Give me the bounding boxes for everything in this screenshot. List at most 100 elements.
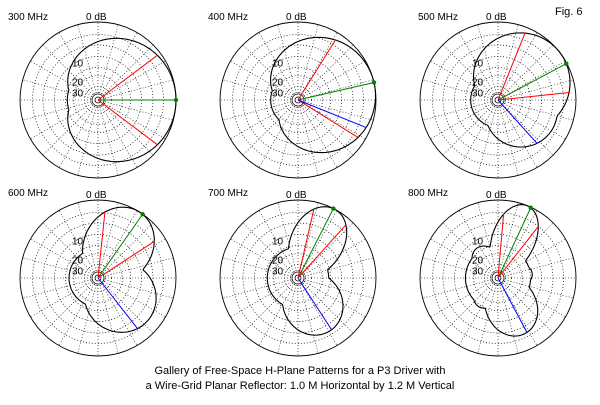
max-gain-dot xyxy=(331,206,336,211)
ring-label: 10 xyxy=(72,58,84,69)
ring-label: 0 dB xyxy=(286,12,307,23)
grid-spoke xyxy=(222,101,292,121)
grid-spoke xyxy=(501,210,538,273)
grid-spoke xyxy=(222,279,292,299)
grid-ring xyxy=(19,199,177,357)
ring-label: 20 xyxy=(272,256,284,267)
center-ring xyxy=(294,96,302,104)
half-power-line xyxy=(297,209,315,279)
grid-ring xyxy=(265,245,331,311)
grid-ring xyxy=(442,44,554,156)
reference-line xyxy=(97,277,138,329)
ring-label: 0 dB xyxy=(486,190,507,201)
plot-title: 500 MHz xyxy=(418,12,458,23)
grid-ring xyxy=(465,67,531,133)
max-gain-dot xyxy=(564,61,569,66)
ring-label: 30 xyxy=(472,266,484,277)
half-power-line xyxy=(97,54,158,101)
grid-spoke xyxy=(22,101,92,121)
grid-spoke xyxy=(301,32,338,95)
plot-title: 600 MHz xyxy=(8,188,48,199)
grid-spoke xyxy=(304,279,374,299)
grid-spoke xyxy=(104,279,174,299)
ring-label: 0 dB xyxy=(86,12,107,23)
grid-ring xyxy=(65,245,131,311)
grid-spoke xyxy=(58,283,95,346)
ring-label: 20 xyxy=(72,256,84,267)
grid-spoke xyxy=(103,103,166,140)
grid-spoke xyxy=(301,283,338,346)
pattern-curve xyxy=(266,206,348,336)
caption-line-2: a Wire-Grid Planar Reflector: 1.0 M Hori… xyxy=(145,380,455,392)
ring-label: 20 xyxy=(472,256,484,267)
grid-spoke xyxy=(258,105,295,168)
grid-spoke xyxy=(503,281,566,318)
grid-ring xyxy=(432,212,564,344)
grid-spoke xyxy=(430,103,493,140)
grid-spoke xyxy=(30,281,93,318)
ring-label: 10 xyxy=(72,236,84,247)
grid-ring xyxy=(273,75,323,125)
grid-ring xyxy=(73,253,123,303)
ring-label: 10 xyxy=(472,58,484,69)
figure-label: Fig. 6 xyxy=(555,6,583,18)
ring-label: 0 dB xyxy=(86,190,107,201)
grid-ring xyxy=(219,199,377,357)
max-gain-dot xyxy=(528,205,533,210)
reference-line xyxy=(497,277,528,333)
pattern-curve xyxy=(270,36,377,154)
half-power-line xyxy=(497,214,505,279)
grid-ring xyxy=(32,212,164,344)
grid-ring xyxy=(232,212,364,344)
plot-title: 700 MHz xyxy=(208,188,248,199)
pattern-curve xyxy=(66,37,177,163)
half-power-line xyxy=(97,241,155,279)
grid-spoke xyxy=(104,101,174,121)
ring-label: 30 xyxy=(72,88,84,99)
half-power-line xyxy=(297,224,347,279)
grid-ring xyxy=(473,75,523,125)
max-gain-line xyxy=(497,63,567,101)
grid-spoke xyxy=(430,281,493,318)
half-power-line xyxy=(97,211,106,279)
grid-spoke xyxy=(458,105,495,168)
grid-spoke xyxy=(303,238,366,275)
grid-ring xyxy=(242,44,354,156)
ring-label: 0 dB xyxy=(286,190,307,201)
grid-spoke xyxy=(301,105,338,168)
grid-spoke xyxy=(504,101,574,121)
grid-ring xyxy=(219,21,377,179)
grid-spoke xyxy=(503,60,566,97)
half-power-line xyxy=(297,99,359,138)
half-power-line xyxy=(297,39,336,101)
half-power-line xyxy=(497,226,539,279)
grid-spoke xyxy=(422,279,492,299)
grid-spoke xyxy=(504,279,574,299)
ring-label: 10 xyxy=(472,236,484,247)
ring-label: 0 dB xyxy=(486,12,507,23)
ring-label: 30 xyxy=(472,88,484,99)
center-ring xyxy=(291,271,305,285)
grid-spoke xyxy=(501,283,538,346)
grid-spoke xyxy=(230,281,293,318)
grid-spoke xyxy=(230,103,293,140)
grid-ring xyxy=(232,34,364,166)
grid-spoke xyxy=(101,210,138,273)
grid-spoke xyxy=(101,32,138,95)
reference-line xyxy=(297,277,333,330)
grid-ring xyxy=(42,222,154,334)
caption-line-1: Gallery of Free-Space H-Plane Patterns f… xyxy=(154,365,446,377)
grid-ring xyxy=(432,34,564,166)
ring-label: 10 xyxy=(272,58,284,69)
reference-line xyxy=(297,99,367,128)
max-gain-line xyxy=(297,208,334,279)
grid-spoke xyxy=(58,105,95,168)
plot-title: 800 MHz xyxy=(408,188,448,199)
max-gain-line xyxy=(497,207,532,279)
max-gain-dot xyxy=(173,97,179,103)
